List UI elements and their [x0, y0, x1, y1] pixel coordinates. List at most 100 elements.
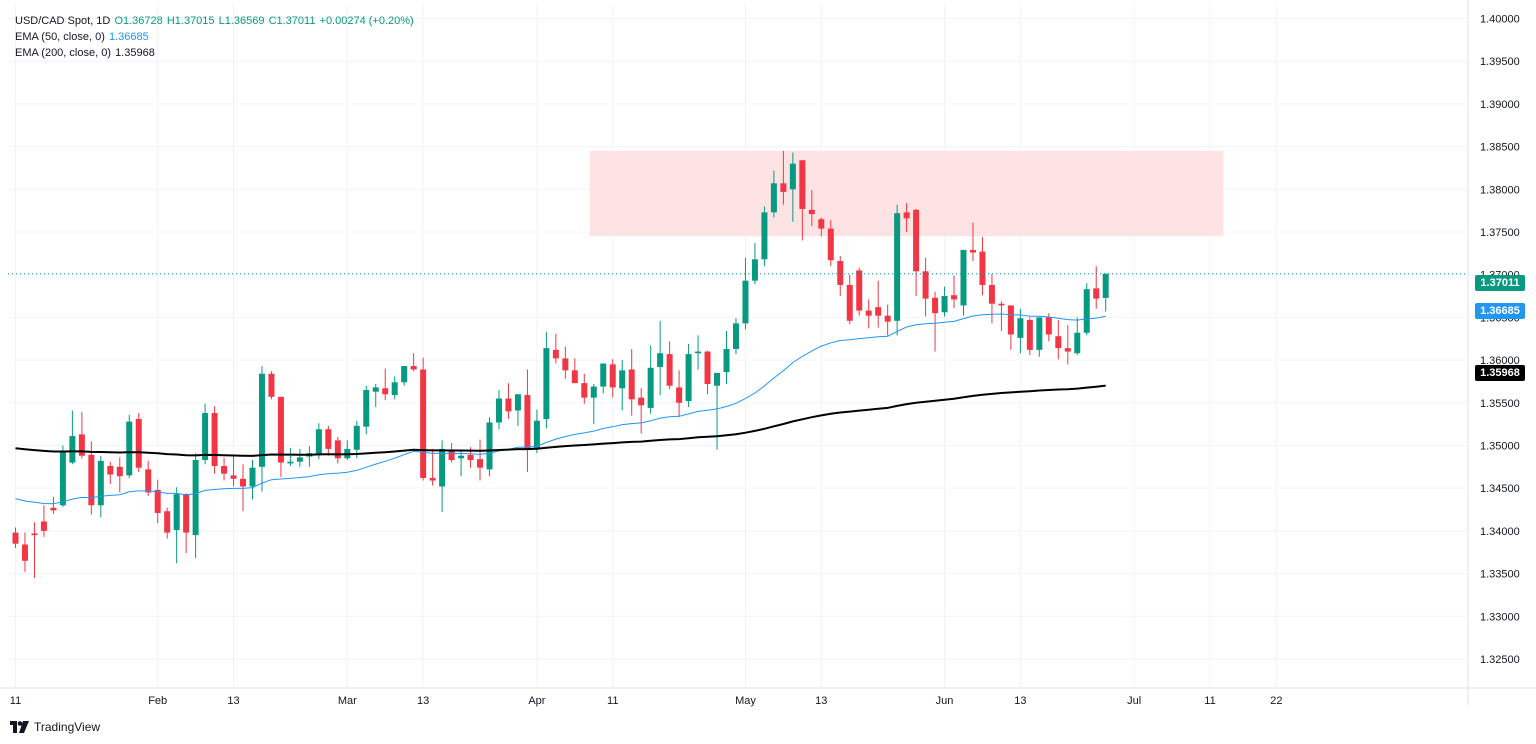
candle-up	[495, 398, 502, 423]
candle-up	[894, 213, 901, 321]
candle-down	[799, 160, 806, 209]
candle-down	[12, 532, 19, 544]
candle-up	[391, 382, 398, 396]
candle-up	[353, 425, 360, 450]
price-axis-label: 1.35500	[1480, 398, 1520, 410]
candle-up	[1074, 332, 1081, 354]
candle-up	[647, 367, 654, 408]
candle-up	[97, 460, 104, 506]
candle-down	[704, 351, 711, 384]
candle-down	[581, 383, 588, 398]
candle-down	[145, 469, 152, 493]
legend-ema50-value: 1.36685	[108, 31, 149, 43]
legend-change: +0.00274 (+0.20%)	[319, 15, 414, 27]
candle-up	[202, 413, 209, 460]
candle-down	[334, 440, 341, 459]
candle-down	[154, 489, 161, 513]
candle-down	[628, 369, 635, 400]
candle-down	[932, 297, 939, 314]
candle-up	[732, 323, 739, 349]
price-axis-label: 1.34500	[1480, 483, 1520, 495]
candle-down	[998, 303, 1005, 306]
candle-down	[429, 477, 436, 481]
candle-down	[1045, 317, 1052, 335]
candle-down	[524, 395, 531, 449]
candle-up	[751, 259, 758, 281]
price-axis-label: 1.36000	[1480, 355, 1520, 367]
candle-down	[50, 507, 57, 511]
tradingview-logo-text: TradingView	[34, 720, 101, 734]
candle-down	[88, 454, 95, 506]
legend-ema200-row: EMA (200, close, 0) 1.35968	[15, 45, 415, 61]
candle-down	[1026, 319, 1033, 350]
candle-up	[1036, 317, 1043, 350]
candle-up	[192, 460, 199, 536]
legend-open: O1.36728	[114, 15, 163, 27]
price-axis-label: 1.39000	[1480, 99, 1520, 111]
candle-down	[856, 270, 863, 311]
time-axis-label: 11	[1204, 695, 1215, 707]
candle-down	[221, 465, 228, 474]
time-axis-label: Jun	[936, 695, 954, 707]
candle-down	[505, 398, 512, 412]
candle-down	[969, 249, 976, 253]
candle-up	[258, 373, 265, 467]
price-axis-label: 1.32500	[1480, 654, 1520, 666]
candle-up	[761, 212, 768, 260]
legend-high: H1.37015	[166, 15, 215, 27]
candle-down	[21, 544, 28, 561]
candle-down	[666, 354, 673, 386]
time-axis-label: Mar	[338, 695, 357, 707]
candle-up	[486, 422, 493, 470]
candle-down	[552, 349, 559, 359]
candle-up	[533, 420, 540, 449]
tradingview-logo-icon	[10, 721, 30, 733]
candle-up	[372, 387, 379, 392]
candle-down	[988, 284, 995, 304]
candle-up	[458, 455, 465, 459]
candle-up	[287, 461, 294, 464]
candle-up	[514, 394, 521, 411]
candle-down	[1093, 288, 1100, 299]
candle-up	[590, 386, 597, 398]
candle-down	[477, 459, 484, 468]
candle-down	[1064, 348, 1071, 352]
candle-up	[941, 296, 948, 313]
candle-down	[164, 511, 171, 533]
price-axis-label: 1.33500	[1480, 569, 1520, 581]
candle-down	[211, 413, 218, 466]
legend-ema200-value: 1.35968	[115, 47, 155, 59]
tradingview-logo[interactable]: TradingView	[10, 720, 100, 734]
candle-down	[448, 449, 455, 460]
candle-down	[903, 212, 910, 219]
time-axis-label: 13	[1014, 695, 1026, 707]
candle-down	[40, 521, 47, 531]
candle-up	[714, 372, 721, 386]
candle-down	[676, 387, 683, 403]
candle-down	[78, 434, 85, 456]
candle-down	[780, 183, 787, 192]
time-axis-label: May	[735, 695, 756, 707]
candle-down	[818, 219, 825, 229]
time-axis-label: 13	[815, 695, 827, 707]
candle-up	[1102, 273, 1109, 298]
candle-up	[249, 467, 256, 487]
candle-up	[59, 451, 66, 506]
ema50-price-tag: 1.36685	[1475, 303, 1525, 319]
time-axis-label: Feb	[148, 695, 167, 707]
candle-down	[325, 429, 332, 449]
candle-up	[1017, 318, 1024, 338]
candle-down	[268, 373, 275, 397]
candle-down	[913, 209, 920, 272]
candle-down	[107, 465, 114, 475]
candle-up	[723, 348, 730, 373]
time-axis-label: 13	[227, 695, 239, 707]
time-axis-label: 11	[607, 695, 618, 707]
candle-down	[135, 419, 142, 468]
candle-up	[1083, 289, 1090, 333]
candle-down	[979, 251, 986, 285]
candle-up	[401, 366, 408, 383]
candle-down	[277, 396, 284, 463]
